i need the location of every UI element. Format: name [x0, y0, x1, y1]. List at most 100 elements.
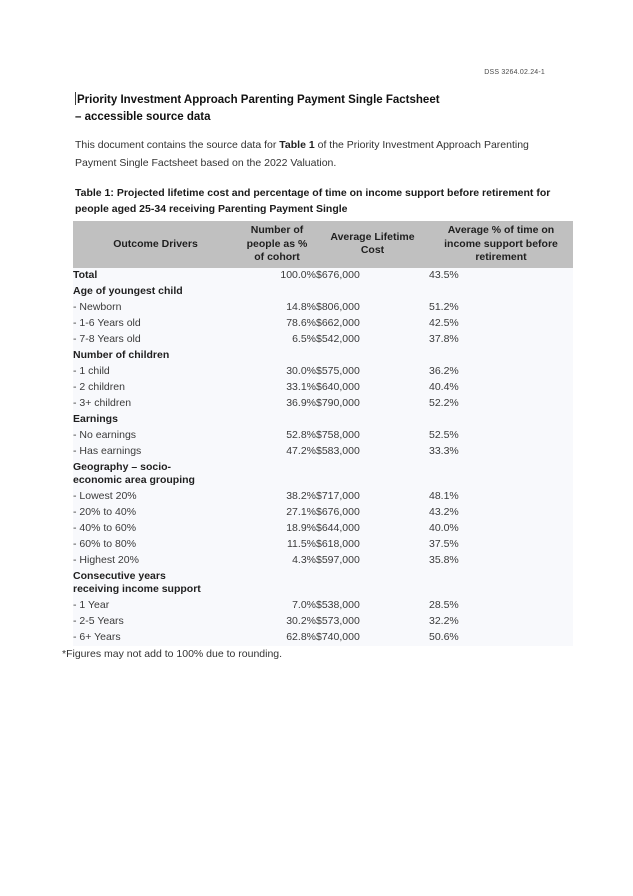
row-value: $542,000 — [316, 333, 360, 345]
intro-text-pre: This document contains the source data f… — [75, 139, 280, 151]
row-value: $676,000 — [316, 269, 360, 281]
row-value: 30.2% — [286, 615, 316, 627]
row-value: 52.2% — [429, 397, 459, 409]
row-label: - 2 children — [73, 381, 125, 393]
row-value — [238, 569, 316, 598]
row-value: 50.6% — [429, 631, 459, 643]
table-row: - 3+ children 36.9% $790,000 52.2% — [73, 396, 573, 412]
row-value: $717,000 — [316, 490, 360, 502]
row-value — [429, 460, 573, 489]
row-label: - 7-8 Years old — [73, 333, 141, 345]
row-value: 52.8% — [286, 429, 316, 441]
row-label: Number of children — [73, 349, 170, 361]
table-row: Age of youngest child — [73, 284, 573, 300]
row-value: 40.0% — [429, 522, 459, 534]
row-value — [238, 348, 316, 364]
row-value: $640,000 — [316, 381, 360, 393]
table-row: - Newborn 14.8% $806,000 51.2% — [73, 300, 573, 316]
text-cursor — [75, 92, 76, 105]
row-value: $676,000 — [316, 506, 360, 518]
row-value: 35.8% — [429, 554, 459, 566]
table-row: Earnings — [73, 412, 573, 428]
table-row: - Lowest 20% 38.2% $717,000 48.1% — [73, 489, 573, 505]
table-row: - 60% to 80% 11.5% $618,000 37.5% — [73, 537, 573, 553]
table-footnote: *Figures may not add to 100% due to roun… — [62, 647, 283, 660]
row-value — [316, 348, 429, 364]
table-body: Total 100.0% $676,000 43.5% Age of youngest … — [73, 267, 573, 646]
column-header-average-time-on-support: Average % of time on income support befo… — [429, 221, 573, 268]
table-row: - 1 Year 7.0% $538,000 28.5% — [73, 598, 573, 614]
table-row: - 2 children 33.1% $640,000 40.4% — [73, 380, 573, 396]
column-header-outcome-drivers: Outcome Drivers — [73, 221, 238, 268]
row-value: $644,000 — [316, 522, 360, 534]
row-value: 100.0% — [280, 269, 316, 281]
row-value: $583,000 — [316, 445, 360, 457]
row-value: 4.3% — [292, 554, 316, 566]
table-row: Consecutive years receiving income suppo… — [73, 569, 573, 598]
row-value: 32.2% — [429, 615, 459, 627]
row-value: 51.2% — [429, 301, 459, 313]
row-value: 78.6% — [286, 317, 316, 329]
row-value: $573,000 — [316, 615, 360, 627]
row-value: 62.8% — [286, 631, 316, 643]
row-label: Earnings — [73, 413, 118, 425]
row-label: Age of youngest child — [73, 285, 183, 297]
row-value: $790,000 — [316, 397, 360, 409]
row-value: 47.2% — [286, 445, 316, 457]
row-value: 43.2% — [429, 506, 459, 518]
row-value: 52.5% — [429, 429, 459, 441]
page-title: Priority Investment Approach Parenting P… — [75, 92, 575, 126]
intro-paragraph: This document contains the source data f… — [75, 137, 553, 172]
table-header-row: Outcome Drivers Number of people as % of… — [73, 221, 573, 268]
row-label: - Newborn — [73, 301, 122, 313]
row-value — [238, 460, 316, 489]
column-header-number-of-people: Number of people as % of cohort — [238, 221, 316, 268]
row-value: $758,000 — [316, 429, 360, 441]
row-value: 11.5% — [287, 538, 316, 550]
row-value: 36.2% — [429, 365, 459, 377]
row-value: 6.5% — [292, 333, 316, 345]
row-value — [429, 284, 573, 300]
row-value: $662,000 — [316, 317, 360, 329]
table-caption: Table 1: Projected lifetime cost and per… — [75, 187, 551, 215]
table-row: - 1 child 30.0% $575,000 36.2% — [73, 364, 573, 380]
row-value: 14.8% — [286, 301, 316, 313]
row-value: 33.1% — [286, 381, 316, 393]
row-value: 37.5% — [429, 538, 459, 550]
row-value — [316, 460, 429, 489]
page-title-line2: – accessible source data — [75, 111, 211, 123]
table-row: - 20% to 40% 27.1% $676,000 43.2% — [73, 505, 573, 521]
row-value — [429, 412, 573, 428]
row-value — [316, 284, 429, 300]
row-label: Geography – socio- economic area groupin… — [73, 461, 195, 486]
row-label: - Has earnings — [73, 445, 142, 457]
row-label: - Highest 20% — [73, 554, 139, 566]
row-label: Consecutive years receiving income suppo… — [73, 570, 201, 595]
row-value: 43.5% — [429, 269, 459, 281]
row-value — [429, 348, 573, 364]
table-row: - 1-6 Years old 78.6% $662,000 42.5% — [73, 316, 573, 332]
row-label: - 1-6 Years old — [73, 317, 141, 329]
row-value: 37.8% — [429, 333, 459, 345]
row-label: - 2-5 Years — [73, 615, 124, 627]
row-value: 36.9% — [286, 397, 316, 409]
row-value: 18.9% — [286, 522, 316, 534]
row-value — [238, 412, 316, 428]
page-content: Priority Investment Approach Parenting P… — [62, 92, 575, 660]
table-header: Outcome Drivers Number of people as % of… — [73, 221, 573, 268]
row-label: - 1 child — [73, 365, 110, 377]
row-value: 27.1% — [286, 506, 316, 518]
row-value: $575,000 — [316, 365, 360, 377]
table-row: Total 100.0% $676,000 43.5% — [73, 268, 573, 284]
row-label: - 60% to 80% — [73, 538, 137, 550]
intro-text-post: of the Priority Investment Approach Pare… — [75, 139, 529, 169]
table-row: - Highest 20% 4.3% $597,000 35.8% — [73, 553, 573, 569]
row-label: - Lowest 20% — [73, 490, 137, 502]
document-reference-number: DSS 3264.02.24-1 — [484, 69, 545, 76]
data-table: Outcome Drivers Number of people as % of… — [73, 221, 573, 646]
row-value: $806,000 — [316, 301, 360, 313]
table-row: Number of children — [73, 348, 573, 364]
row-value: 42.5% — [429, 317, 459, 329]
table-row: - 40% to 60% 18.9% $644,000 40.0% — [73, 521, 573, 537]
